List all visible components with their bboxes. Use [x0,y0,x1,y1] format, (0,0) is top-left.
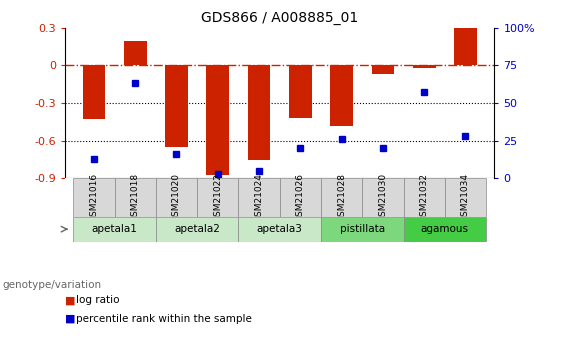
Bar [238,178,280,217]
Text: GSM21034: GSM21034 [461,173,470,222]
Bar [403,217,486,241]
Bar [403,178,445,217]
Bar [247,65,271,160]
Bar [124,41,146,65]
Bar [165,65,188,147]
Text: GSM21030: GSM21030 [379,173,388,222]
Bar [156,178,197,217]
Bar [445,178,486,217]
Bar [289,65,312,118]
Bar [73,217,156,241]
Bar [73,178,115,217]
Bar [331,65,353,126]
Bar [362,178,403,217]
Bar [280,178,321,217]
Bar [413,65,436,68]
Text: GSM21032: GSM21032 [420,173,429,222]
Bar [454,28,477,65]
Text: ■: ■ [65,314,76,324]
Text: apetala3: apetala3 [257,224,303,234]
Bar [372,65,394,74]
Bar [115,178,156,217]
Text: GSM21016: GSM21016 [89,173,98,222]
Text: GSM21028: GSM21028 [337,173,346,222]
Text: percentile rank within the sample: percentile rank within the sample [76,314,252,324]
Title: GDS866 / A008885_01: GDS866 / A008885_01 [201,11,358,25]
Bar [321,217,403,241]
Bar [197,178,238,217]
Bar [238,217,321,241]
Text: apetala1: apetala1 [92,224,137,234]
Text: pistillata: pistillata [340,224,385,234]
Text: GSM21022: GSM21022 [213,173,222,222]
Text: apetala2: apetala2 [174,224,220,234]
Text: log ratio: log ratio [76,295,120,305]
Text: ■: ■ [65,295,76,305]
Text: genotype/variation: genotype/variation [3,280,102,289]
Text: GSM21018: GSM21018 [131,173,140,222]
Bar [82,65,105,119]
Bar [321,178,362,217]
Text: GSM21024: GSM21024 [254,173,263,222]
Bar [206,65,229,175]
Bar [156,217,238,241]
Text: GSM21020: GSM21020 [172,173,181,222]
Text: GSM21026: GSM21026 [296,173,305,222]
Text: agamous: agamous [421,224,469,234]
